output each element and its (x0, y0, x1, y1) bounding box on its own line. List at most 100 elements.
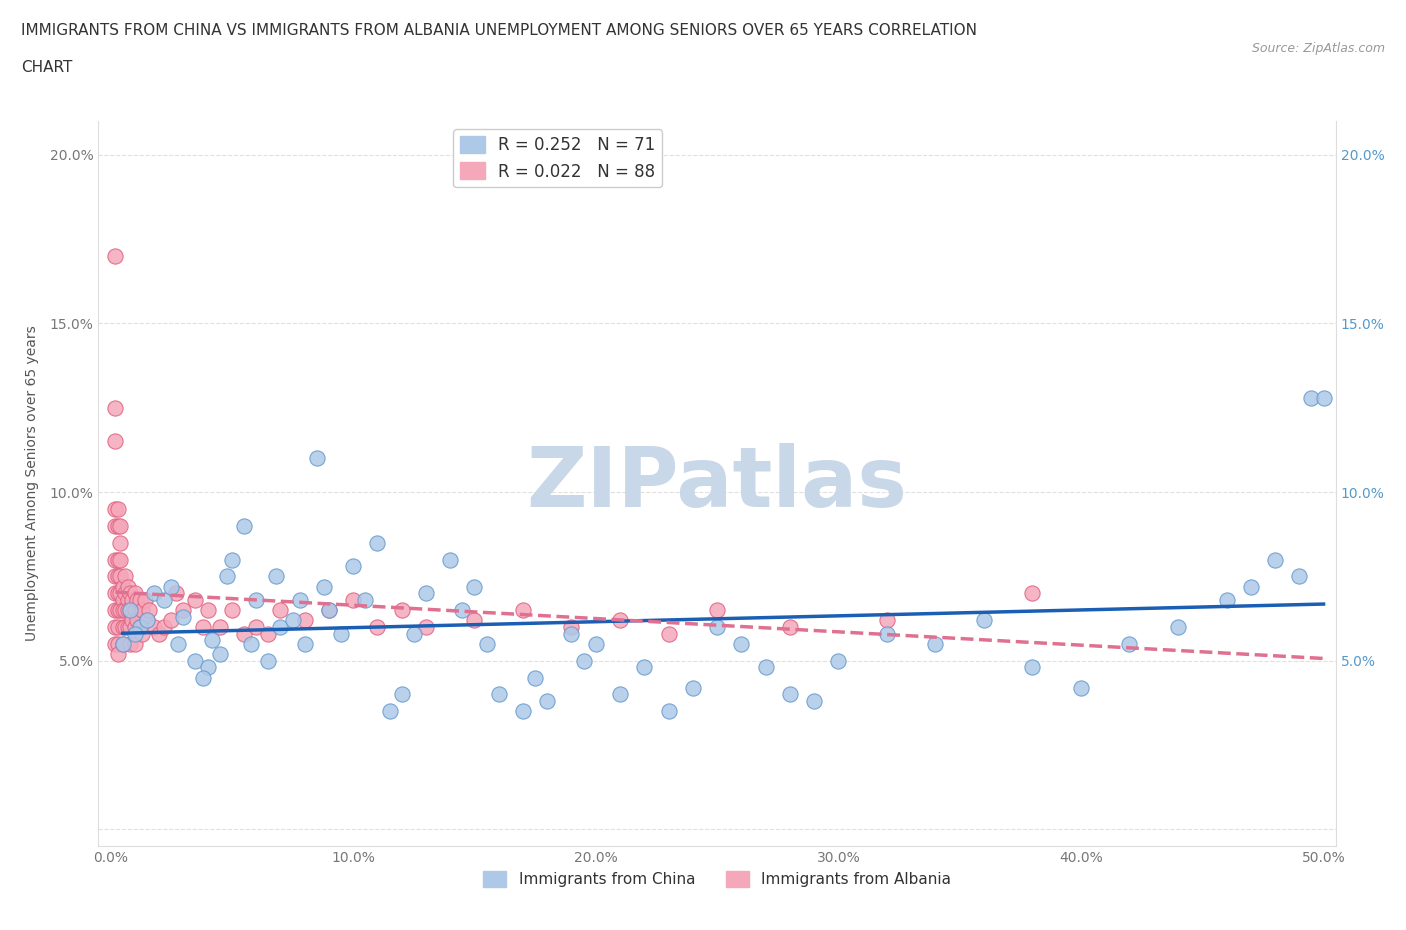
Point (117, 579, 139, 594)
Point (233, 626, 256, 641)
Point (143, 586, 166, 601)
Point (121, 613, 143, 628)
Point (1312, 390, 1334, 405)
Point (1264, 552, 1286, 567)
Point (803, 694, 825, 709)
Point (1167, 619, 1189, 634)
Point (107, 501, 129, 516)
Point (682, 680, 704, 695)
Point (148, 626, 170, 641)
Point (221, 603, 243, 618)
Point (184, 592, 207, 607)
Point (118, 603, 141, 618)
Point (118, 636, 141, 651)
Point (111, 636, 134, 651)
Point (415, 619, 437, 634)
Point (1118, 636, 1140, 651)
Point (118, 603, 141, 618)
Point (114, 619, 136, 634)
Point (366, 619, 388, 634)
Point (288, 592, 311, 607)
Point (107, 603, 129, 618)
Point (1021, 660, 1043, 675)
Point (110, 603, 132, 618)
Point (269, 619, 291, 634)
Point (827, 653, 849, 668)
Point (524, 671, 547, 685)
Point (124, 619, 146, 634)
Point (114, 586, 136, 601)
Point (1301, 390, 1323, 405)
Point (451, 603, 474, 618)
Point (463, 613, 485, 628)
Point (110, 535, 132, 550)
Y-axis label: Unemployment Among Seniors over 65 years: Unemployment Among Seniors over 65 years (24, 326, 38, 642)
Point (124, 603, 146, 618)
Point (488, 687, 510, 702)
Point (294, 613, 316, 628)
Point (876, 613, 898, 628)
Point (107, 586, 129, 601)
Point (110, 586, 132, 601)
Point (512, 704, 534, 719)
Point (366, 535, 388, 550)
Point (104, 552, 127, 567)
Point (657, 704, 679, 719)
Point (124, 626, 146, 641)
Point (657, 626, 679, 641)
Point (165, 586, 187, 601)
Point (221, 552, 243, 567)
Point (269, 603, 291, 618)
Point (117, 619, 139, 634)
Point (536, 694, 558, 709)
Point (111, 579, 134, 594)
Point (197, 660, 219, 675)
Point (138, 603, 160, 618)
Point (257, 653, 280, 668)
Point (191, 671, 214, 685)
Point (111, 603, 134, 618)
Point (143, 619, 166, 634)
Point (305, 451, 328, 466)
Text: ZIPatlas: ZIPatlas (527, 443, 907, 525)
Point (114, 603, 136, 618)
Point (779, 619, 801, 634)
Point (110, 518, 132, 533)
Point (391, 603, 413, 618)
Point (730, 636, 752, 651)
Point (233, 518, 256, 533)
Point (104, 434, 127, 449)
Text: IMMIGRANTS FROM CHINA VS IMMIGRANTS FROM ALBANIA UNEMPLOYMENT AMONG SENIORS OVER: IMMIGRANTS FROM CHINA VS IMMIGRANTS FROM… (21, 23, 977, 38)
Point (136, 613, 159, 628)
Point (124, 636, 146, 651)
Point (318, 603, 340, 618)
Point (1070, 680, 1092, 695)
Point (633, 660, 655, 675)
Point (354, 592, 377, 607)
Point (104, 619, 127, 634)
Point (378, 704, 401, 719)
Point (160, 579, 183, 594)
Point (294, 636, 316, 651)
Point (104, 248, 127, 263)
Point (104, 518, 127, 533)
Point (121, 592, 143, 607)
Point (160, 613, 183, 628)
Point (197, 603, 219, 618)
Point (391, 687, 413, 702)
Text: CHART: CHART (21, 60, 73, 75)
Point (318, 603, 340, 618)
Point (609, 687, 631, 702)
Legend: Immigrants from China, Immigrants from Albania: Immigrants from China, Immigrants from A… (477, 865, 957, 893)
Point (107, 518, 129, 533)
Point (560, 619, 582, 634)
Point (131, 626, 153, 641)
Point (111, 619, 134, 634)
Point (111, 592, 134, 607)
Point (114, 569, 136, 584)
Point (172, 609, 194, 624)
Point (415, 586, 437, 601)
Point (257, 626, 280, 641)
Point (755, 660, 778, 675)
Point (1240, 579, 1263, 594)
